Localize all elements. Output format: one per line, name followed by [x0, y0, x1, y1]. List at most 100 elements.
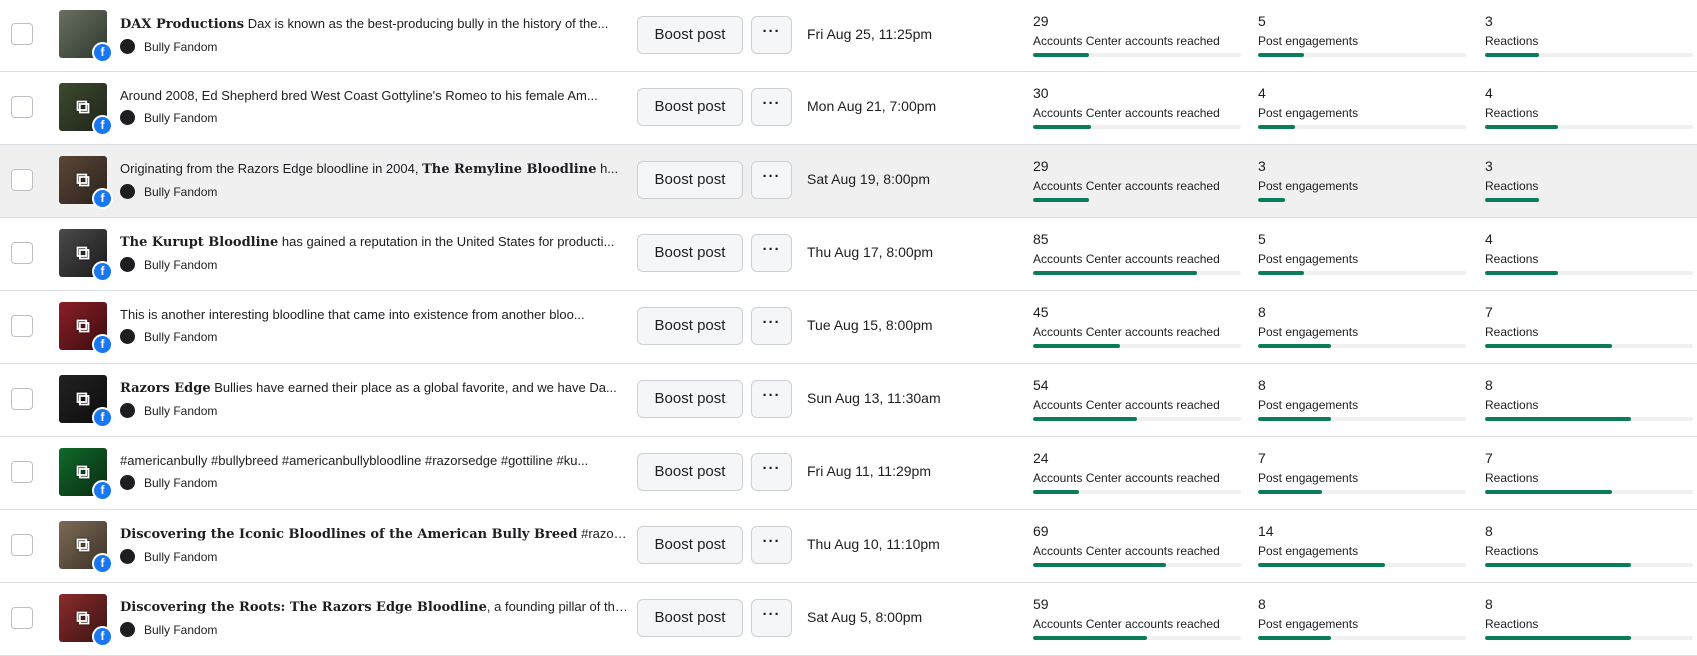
- post-thumbnail[interactable]: ⧉ f: [59, 229, 113, 282]
- more-options-button[interactable]: ···: [751, 380, 792, 418]
- metric-bar-fill: [1033, 417, 1137, 421]
- metric-label: Accounts Center accounts reached: [1033, 106, 1220, 120]
- row-checkbox[interactable]: [11, 461, 33, 483]
- post-description[interactable]: Around 2008, Ed Shepherd bred West Coast…: [120, 88, 628, 104]
- post-text-column: #americanbully #bullybreed #americanbull…: [120, 453, 628, 491]
- post-thumbnail[interactable]: ⧉ f: [59, 521, 113, 574]
- post-description[interactable]: Discovering the Roots: The Razors Edge B…: [120, 599, 628, 616]
- metric-value: 7: [1258, 450, 1266, 466]
- post-text: Dax is known as the best-producing bully…: [244, 16, 609, 31]
- link-icon: ⧉: [76, 461, 90, 483]
- row-checkbox[interactable]: [11, 169, 33, 191]
- post-thumbnail[interactable]: ⧉ f: [59, 156, 113, 209]
- post-text-column: Razors Edge Bullies have earned their pl…: [120, 380, 628, 419]
- post-description[interactable]: This is another interesting bloodline th…: [120, 307, 628, 323]
- row-checkbox[interactable]: [11, 242, 33, 264]
- post-thumbnail[interactable]: ⧉ f: [59, 375, 113, 428]
- metric-label: Reactions: [1485, 398, 1539, 412]
- post-description[interactable]: DAX Productions Dax is known as the best…: [120, 16, 628, 33]
- facebook-icon: f: [92, 188, 113, 209]
- metric-label: Post engagements: [1258, 471, 1359, 485]
- post-thumbnail[interactable]: ⧉ f: [59, 83, 113, 136]
- engagement-metric: 4 Post engagements: [1258, 85, 1466, 129]
- metric-bar: [1033, 636, 1241, 640]
- metric-bar-fill: [1033, 563, 1167, 567]
- post-title: Razors Edge: [120, 381, 211, 396]
- metric-bar-fill: [1033, 53, 1090, 57]
- metric-bar: [1033, 417, 1241, 421]
- metric-bar: [1033, 344, 1241, 348]
- boost-post-button[interactable]: Boost post: [637, 161, 743, 199]
- metric-value: 29: [1033, 13, 1049, 29]
- metric-bar-fill: [1258, 563, 1385, 567]
- row-checkbox[interactable]: [11, 315, 33, 337]
- post-date: Thu Aug 17, 8:00pm: [807, 244, 934, 260]
- row-checkbox[interactable]: [11, 23, 33, 45]
- post-image: ⧉: [59, 448, 107, 496]
- post-thumbnail[interactable]: f: [59, 10, 113, 63]
- row-checkbox[interactable]: [11, 388, 33, 410]
- metric-label: Reactions: [1485, 325, 1539, 339]
- post-row: ⧉ f This is another interesting bloodline …: [0, 291, 1697, 364]
- more-options-button[interactable]: ···: [751, 526, 792, 564]
- metric-value: 7: [1485, 304, 1493, 320]
- page-avatar: [120, 39, 135, 55]
- metric-label: Reactions: [1485, 471, 1539, 485]
- row-checkbox[interactable]: [11, 607, 33, 629]
- boost-post-button[interactable]: Boost post: [637, 526, 743, 564]
- engagement-metric: 8 Post engagements: [1258, 304, 1466, 348]
- post-text: h...: [596, 161, 619, 176]
- metric-bar-fill: [1485, 563, 1631, 567]
- page-avatar: [120, 622, 135, 638]
- metric-bar: [1485, 563, 1693, 567]
- reach-metric: 45 Accounts Center accounts reached: [1033, 304, 1241, 348]
- post-description[interactable]: The Kurupt Bloodline has gained a reputa…: [120, 234, 628, 251]
- engagement-metric: 8 Post engagements: [1258, 377, 1466, 421]
- metric-bar: [1485, 125, 1693, 129]
- facebook-icon: f: [92, 553, 113, 574]
- more-options-button[interactable]: ···: [751, 307, 792, 345]
- boost-post-button[interactable]: Boost post: [637, 307, 743, 345]
- more-options-button[interactable]: ···: [751, 453, 792, 491]
- boost-post-button[interactable]: Boost post: [637, 453, 743, 491]
- metric-bar-fill: [1258, 271, 1304, 275]
- post-description[interactable]: Discovering the Iconic Bloodlines of the…: [120, 526, 628, 543]
- boost-post-button[interactable]: Boost post: [637, 88, 743, 126]
- metric-value: 3: [1485, 13, 1493, 29]
- page-info: Bully Fandom: [120, 110, 628, 126]
- page-name: Bully Fandom: [144, 329, 218, 344]
- more-options-button[interactable]: ···: [751, 234, 792, 272]
- more-options-button[interactable]: ···: [751, 161, 792, 199]
- post-row: ⧉ f #americanbully #bullybreed #americanbu…: [0, 437, 1697, 510]
- boost-post-button[interactable]: Boost post: [637, 380, 743, 418]
- metric-bar-fill: [1033, 271, 1198, 275]
- post-thumbnail[interactable]: ⧉ f: [59, 448, 113, 501]
- post-description[interactable]: Originating from the Razors Edge bloodli…: [120, 161, 628, 178]
- row-checkbox[interactable]: [11, 534, 33, 556]
- metric-bar: [1258, 417, 1466, 421]
- metric-value: 8: [1258, 596, 1266, 612]
- boost-post-button[interactable]: Boost post: [637, 16, 743, 54]
- page-name: Bully Fandom: [144, 39, 218, 54]
- engagement-metric: 7 Post engagements: [1258, 450, 1466, 494]
- reach-metric: 59 Accounts Center accounts reached: [1033, 596, 1241, 640]
- facebook-icon: f: [92, 407, 113, 428]
- reactions-metric: 3 Reactions: [1485, 158, 1693, 202]
- metric-value: 69: [1033, 523, 1049, 539]
- more-options-button[interactable]: ···: [751, 599, 792, 637]
- boost-post-button[interactable]: Boost post: [637, 599, 743, 637]
- post-thumbnail[interactable]: ⧉ f: [59, 302, 113, 355]
- post-title: DAX Productions: [120, 17, 245, 32]
- post-thumbnail[interactable]: ⧉ f: [59, 594, 113, 647]
- post-text: Bullies have earned their place as a glo…: [210, 380, 617, 395]
- page-name: Bully Fandom: [144, 475, 218, 490]
- post-description[interactable]: Razors Edge Bullies have earned their pl…: [120, 380, 628, 397]
- post-date: Fri Aug 11, 11:29pm: [807, 463, 931, 479]
- more-options-button[interactable]: ···: [751, 16, 792, 54]
- post-description[interactable]: #americanbully #bullybreed #americanbull…: [120, 453, 628, 469]
- page-name: Bully Fandom: [144, 403, 218, 418]
- boost-post-button[interactable]: Boost post: [637, 234, 743, 272]
- row-checkbox[interactable]: [11, 96, 33, 118]
- more-options-button[interactable]: ···: [751, 88, 792, 126]
